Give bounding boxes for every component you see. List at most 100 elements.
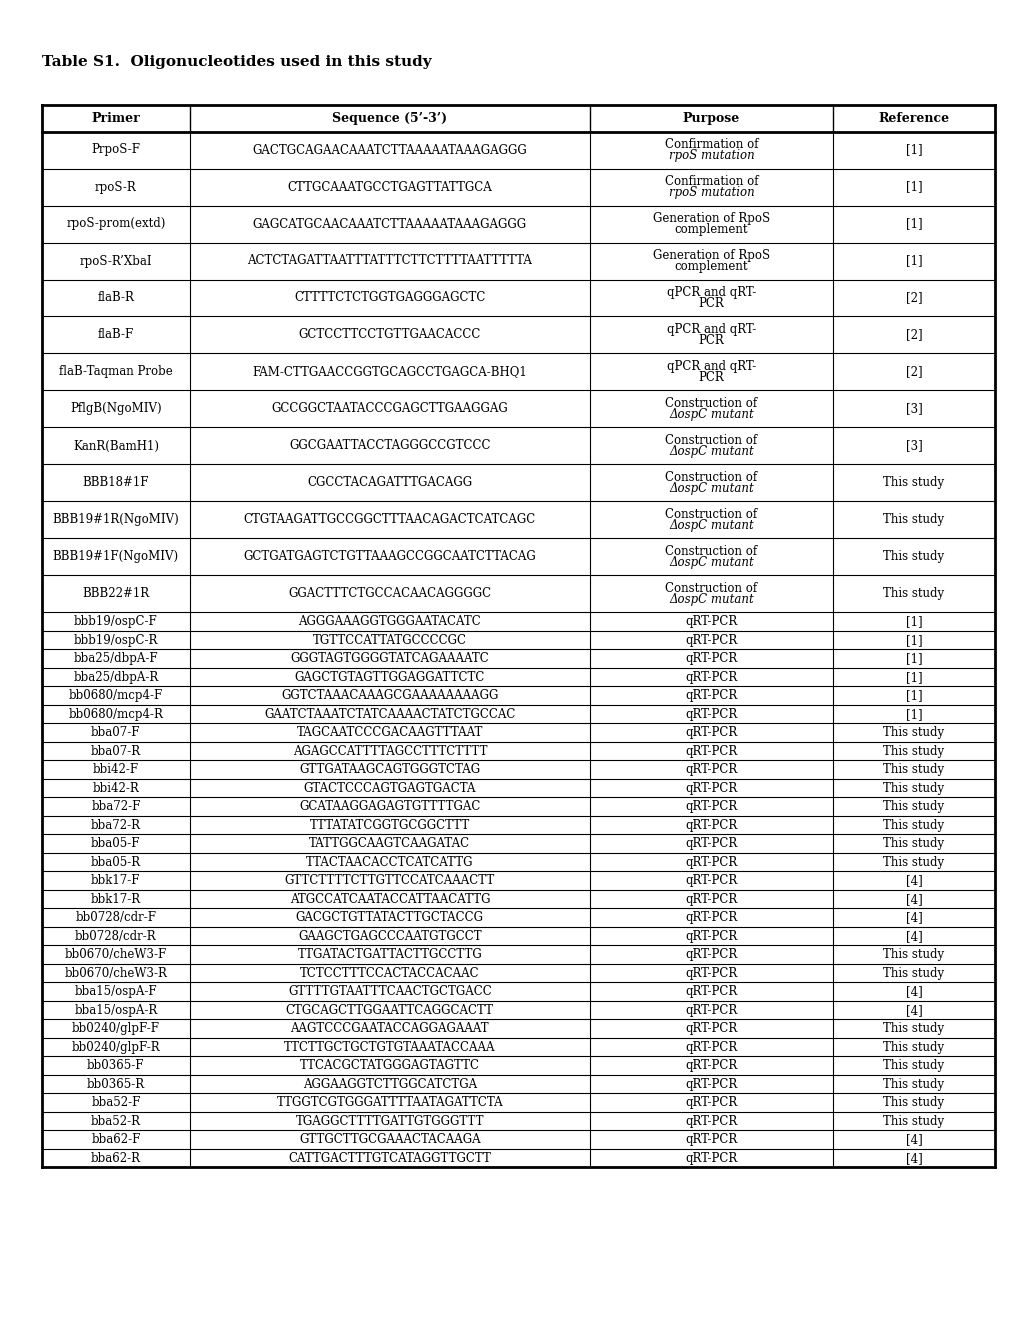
Text: AGGAAGGTCTTGGCATCTGA: AGGAAGGTCTTGGCATCTGA — [303, 1077, 477, 1090]
Text: GGCGAATTACCTAGGGCCGTCCC: GGCGAATTACCTAGGGCCGTCCC — [288, 440, 490, 453]
Text: [1]: [1] — [905, 634, 921, 647]
Text: qRT-PCR: qRT-PCR — [685, 1115, 737, 1127]
Text: Generation of RpoS: Generation of RpoS — [652, 249, 769, 263]
Text: [1]: [1] — [905, 689, 921, 702]
Text: GTACTCCCAGTGAGTGACTA: GTACTCCCAGTGAGTGACTA — [304, 781, 476, 795]
Text: CGCCTACAGATTTGACAGG: CGCCTACAGATTTGACAGG — [307, 477, 472, 490]
Text: PCR: PCR — [698, 334, 723, 347]
Text: bb0728/cdr-R: bb0728/cdr-R — [75, 929, 157, 942]
Text: Construction of: Construction of — [664, 471, 757, 484]
Text: qRT-PCR: qRT-PCR — [685, 1134, 737, 1146]
Text: GTTGCTTGCGAAACTACAAGA: GTTGCTTGCGAAACTACAAGA — [299, 1134, 480, 1146]
Text: This study: This study — [882, 744, 944, 758]
Text: [4]: [4] — [905, 985, 921, 998]
Text: TTCTTGCTGCTGTGTAAATACCAAA: TTCTTGCTGCTGTGTAAATACCAAA — [284, 1040, 495, 1053]
Text: qRT-PCR: qRT-PCR — [685, 800, 737, 813]
Text: CTGTAAGATTGCCGGCTTTAACAGACTCATCAGC: CTGTAAGATTGCCGGCTTTAACAGACTCATCAGC — [244, 513, 535, 527]
Text: This study: This study — [882, 726, 944, 739]
Text: GCCGGCTAATACCCGAGCTTGAAGGAG: GCCGGCTAATACCCGAGCTTGAAGGAG — [271, 403, 507, 416]
Text: This study: This study — [882, 1096, 944, 1109]
Text: bbi42-R: bbi42-R — [93, 781, 140, 795]
Text: bba62-R: bba62-R — [91, 1152, 141, 1164]
Text: BBB19#1F(NgoMIV): BBB19#1F(NgoMIV) — [53, 550, 178, 564]
Text: [2]: [2] — [905, 329, 921, 342]
Text: TTGGTCGTGGGATTTTAATAGATTCTA: TTGGTCGTGGGATTTTAATAGATTCTA — [276, 1096, 502, 1109]
Text: This study: This study — [882, 800, 944, 813]
Text: bb0365-R: bb0365-R — [87, 1077, 145, 1090]
Text: ATGCCATCAATACCATTAACATTG: ATGCCATCAATACCATTAACATTG — [289, 892, 489, 906]
Text: flaB-F: flaB-F — [98, 329, 133, 342]
Text: PCR: PCR — [698, 297, 723, 310]
Text: bba05-R: bba05-R — [91, 855, 141, 869]
Text: [4]: [4] — [905, 1134, 921, 1146]
Text: Sequence (5’-3’): Sequence (5’-3’) — [332, 112, 447, 125]
Text: bb0680/mcp4-R: bb0680/mcp4-R — [68, 708, 163, 721]
Text: ΔospC mutant: ΔospC mutant — [668, 482, 753, 495]
Text: Primer: Primer — [92, 112, 140, 125]
Text: qRT-PCR: qRT-PCR — [685, 615, 737, 628]
Text: rpoS mutation: rpoS mutation — [667, 186, 754, 199]
Text: CTTGCAAATGCCTGAGTTATTGCA: CTTGCAAATGCCTGAGTTATTGCA — [287, 181, 492, 194]
Text: TCTCCTTTCCACTACCACAAC: TCTCCTTTCCACTACCACAAC — [300, 966, 479, 979]
Text: This study: This study — [882, 855, 944, 869]
Text: qRT-PCR: qRT-PCR — [685, 966, 737, 979]
Text: bb0670/cheW3-R: bb0670/cheW3-R — [64, 966, 167, 979]
Text: Construction of: Construction of — [664, 545, 757, 558]
Text: qRT-PCR: qRT-PCR — [685, 708, 737, 721]
Text: [4]: [4] — [905, 1152, 921, 1164]
Text: complement: complement — [675, 223, 748, 236]
Text: This study: This study — [882, 966, 944, 979]
Text: GGACTTTCTGCCACAACAGGGGC: GGACTTTCTGCCACAACAGGGGC — [288, 587, 491, 601]
Text: Confirmation of: Confirmation of — [664, 176, 757, 189]
Text: bb0728/cdr-F: bb0728/cdr-F — [75, 911, 156, 924]
Text: Reference: Reference — [877, 112, 949, 125]
Text: Confirmation of: Confirmation of — [664, 139, 757, 152]
Text: qPCR and qRT-: qPCR and qRT- — [666, 323, 755, 337]
Text: qPCR and qRT-: qPCR and qRT- — [666, 360, 755, 374]
Text: This study: This study — [882, 818, 944, 832]
Text: bba72-F: bba72-F — [91, 800, 141, 813]
Text: [1]: [1] — [905, 708, 921, 721]
Text: PrpoS-F: PrpoS-F — [92, 144, 141, 157]
Text: rpoS-R: rpoS-R — [95, 181, 137, 194]
Text: bbb19/ospC-F: bbb19/ospC-F — [74, 615, 158, 628]
Text: qRT-PCR: qRT-PCR — [685, 948, 737, 961]
Text: qRT-PCR: qRT-PCR — [685, 837, 737, 850]
Text: qRT-PCR: qRT-PCR — [685, 1059, 737, 1072]
Text: [1]: [1] — [905, 218, 921, 231]
Text: qRT-PCR: qRT-PCR — [685, 689, 737, 702]
Text: This study: This study — [882, 477, 944, 490]
Text: AGAGCCATTTTAGCCTTTCTTTT: AGAGCCATTTTAGCCTTTCTTTT — [292, 744, 487, 758]
Text: AGGGAAAGGTGGGAATACATC: AGGGAAAGGTGGGAATACATC — [299, 615, 481, 628]
Text: qRT-PCR: qRT-PCR — [685, 1152, 737, 1164]
Text: [2]: [2] — [905, 366, 921, 379]
Text: [3]: [3] — [905, 403, 921, 416]
Text: qRT-PCR: qRT-PCR — [685, 634, 737, 647]
Text: bb0365-F: bb0365-F — [87, 1059, 145, 1072]
Text: TTTATATCGGTGCGGCTTT: TTTATATCGGTGCGGCTTT — [310, 818, 470, 832]
Text: FAM-CTTGAACCGGTGCAGCCTGAGCA-BHQ1: FAM-CTTGAACCGGTGCAGCCTGAGCA-BHQ1 — [253, 366, 527, 379]
Text: bb0670/cheW3-F: bb0670/cheW3-F — [64, 948, 167, 961]
Text: ACTCTAGATTAATTTATTTCTTCTTTTAATTTTTA: ACTCTAGATTAATTTATTTCTTCTTTTAATTTTTA — [248, 255, 532, 268]
Text: bba07-R: bba07-R — [91, 744, 141, 758]
Text: GAGCATGCAACAAATCTTAAAAATAAAGAGGG: GAGCATGCAACAAATCTTAAAAATAAAGAGGG — [253, 218, 527, 231]
Text: qRT-PCR: qRT-PCR — [685, 671, 737, 684]
Text: This study: This study — [882, 781, 944, 795]
Text: This study: This study — [882, 837, 944, 850]
Text: qRT-PCR: qRT-PCR — [685, 726, 737, 739]
Text: TTCACGCTATGGGAGTAGTTC: TTCACGCTATGGGAGTAGTTC — [300, 1059, 479, 1072]
Text: Table S1.  Oligonucleotides used in this study: Table S1. Oligonucleotides used in this … — [42, 55, 431, 69]
Text: rpoS-R’XbaI: rpoS-R’XbaI — [79, 255, 152, 268]
Text: bba07-F: bba07-F — [91, 726, 141, 739]
Text: PCR: PCR — [698, 371, 723, 384]
Text: flaB-Taqman Probe: flaB-Taqman Probe — [59, 366, 172, 379]
Text: bb0240/glpF-F: bb0240/glpF-F — [71, 1022, 160, 1035]
Text: GTTCTTTTCTTGTTCCATCAAACTT: GTTCTTTTCTTGTTCCATCAAACTT — [284, 874, 494, 887]
Text: This study: This study — [882, 550, 944, 564]
Text: Generation of RpoS: Generation of RpoS — [652, 213, 769, 226]
Text: [4]: [4] — [905, 1003, 921, 1016]
Text: qRT-PCR: qRT-PCR — [685, 652, 737, 665]
Text: GTTTTGTAATTTCAACTGCTGACC: GTTTTGTAATTTCAACTGCTGACC — [287, 985, 491, 998]
Text: bbi42-F: bbi42-F — [93, 763, 139, 776]
Text: bba52-F: bba52-F — [91, 1096, 141, 1109]
